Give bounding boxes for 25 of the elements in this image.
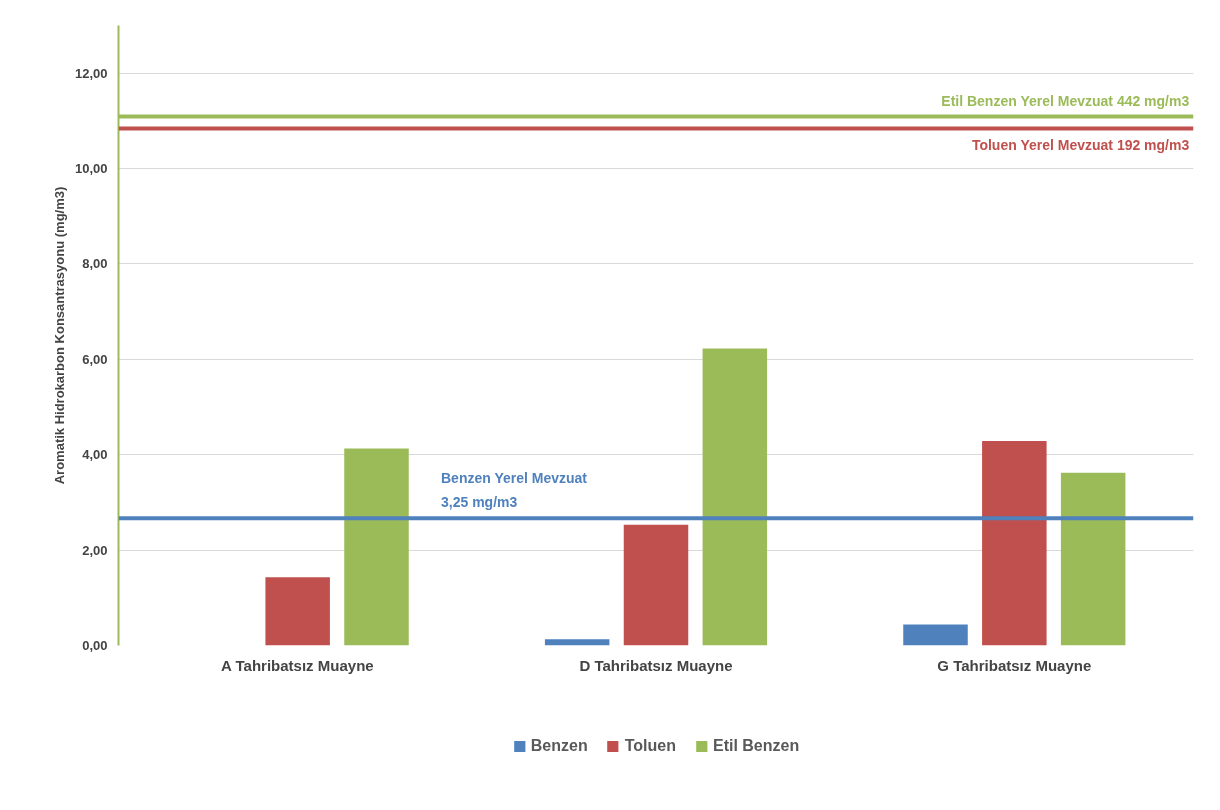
y-tick-label: 2,00 (82, 542, 108, 558)
x-tick-label: A Tahribatsız Muayne (221, 656, 374, 674)
y-tick-label: 12,00 (74, 65, 108, 81)
legend-label: Benzen (530, 737, 588, 755)
ref-line-label: Toluen Yerel Mevzuat 192 mg/m3 (971, 136, 1190, 153)
ref-line-label: Etil Benzen Yerel Mevzuat 442 mg/m3 (941, 92, 1190, 109)
legend-label: Etil Benzen (712, 737, 800, 755)
bar (1060, 472, 1126, 646)
y-tick-label: 0,00 (82, 638, 108, 653)
legend-label: Toluen (624, 737, 676, 755)
bar (702, 348, 768, 646)
y-tick-label: 4,00 (82, 447, 108, 463)
y-tick-label: 6,00 (82, 351, 108, 367)
bar (344, 448, 409, 646)
bar (623, 524, 689, 646)
ref-line-label: Benzen Yerel Mevzuat 3,25 mg/m3 (441, 470, 588, 511)
bar (903, 624, 968, 646)
x-tick-label: D Tahribatsız Muayne (579, 656, 733, 674)
y-tick-label: 10,00 (74, 161, 108, 177)
bar (544, 639, 610, 646)
bar (982, 440, 1047, 646)
x-tick-label: G Tahribatsız Muayne (937, 656, 1092, 674)
y-axis-title: Aromatik Hidrokarbon Konsantrasyonu (mg/m3) (51, 186, 67, 485)
bar (265, 577, 330, 646)
y-tick-label: 8,00 (82, 256, 108, 272)
